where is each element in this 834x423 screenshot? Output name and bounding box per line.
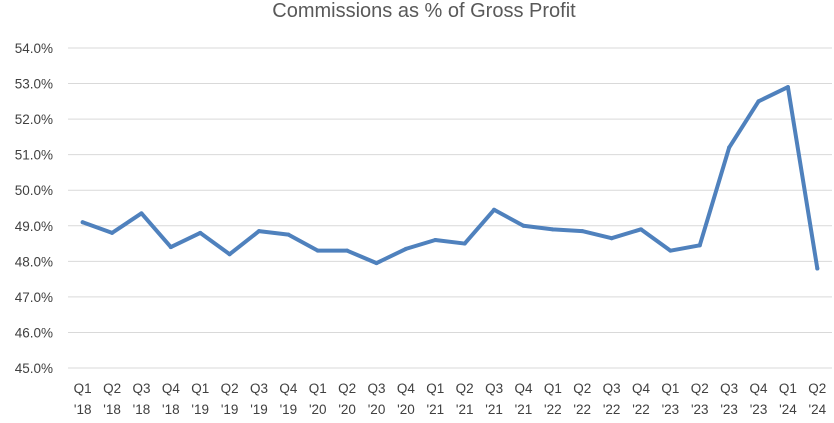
x-tick-label-quarter: Q1 bbox=[74, 381, 92, 396]
data-point bbox=[756, 99, 761, 104]
gridlines bbox=[68, 47, 832, 369]
data-point bbox=[609, 236, 614, 241]
x-axis-tick-labels: Q1 '18 Q2 '18 Q3 '18 Q4 '18 Q1 '19 Q2 '19 Q3 '19 Q4 '19… bbox=[74, 381, 827, 417]
data-point bbox=[403, 246, 408, 251]
x-tick-label-quarter: Q4 bbox=[632, 381, 651, 396]
x-tick-label-quarter: Q4 bbox=[279, 381, 298, 396]
x-tick-label-year: '20 bbox=[397, 402, 415, 417]
x-tick-label-year: '20 bbox=[338, 402, 356, 417]
data-point bbox=[550, 227, 555, 232]
x-tick-label-year: '18 bbox=[162, 402, 180, 417]
x-tick-label-quarter: Q3 bbox=[250, 381, 268, 396]
data-point bbox=[492, 207, 497, 212]
data-point bbox=[198, 230, 203, 235]
x-tick-label-year: '19 bbox=[221, 402, 239, 417]
x-tick-label-year: '22 bbox=[603, 402, 621, 417]
x-tick-label-quarter: Q2 bbox=[221, 381, 239, 396]
data-point bbox=[345, 248, 350, 253]
x-tick-label-year: '21 bbox=[427, 402, 445, 417]
data-point bbox=[110, 230, 115, 235]
data-point bbox=[139, 211, 144, 216]
y-tick-label: 51.0% bbox=[15, 148, 53, 163]
data-point bbox=[521, 223, 526, 228]
chart-title: Commissions as % of Gross Profit bbox=[272, 0, 576, 22]
x-tick-label-quarter: Q1 bbox=[779, 381, 797, 396]
series-layer bbox=[80, 85, 820, 271]
x-tick-label-year: '18 bbox=[103, 402, 121, 417]
x-tick-label-year: '22 bbox=[544, 402, 562, 417]
data-point bbox=[257, 229, 261, 234]
x-tick-label-year: '20 bbox=[368, 402, 386, 417]
data-point bbox=[168, 245, 173, 250]
data-point bbox=[80, 220, 85, 225]
x-tick-label-year: '21 bbox=[515, 402, 533, 417]
x-tick-label-quarter: Q4 bbox=[397, 381, 416, 396]
x-tick-label-year: '21 bbox=[485, 402, 503, 417]
y-tick-label: 45.0% bbox=[15, 361, 53, 376]
x-tick-label-year: '18 bbox=[133, 402, 151, 417]
x-tick-label-quarter: Q3 bbox=[485, 381, 503, 396]
x-tick-label-year: '19 bbox=[280, 402, 298, 417]
x-tick-label-quarter: Q1 bbox=[544, 381, 562, 396]
y-tick-label: 53.0% bbox=[15, 77, 53, 92]
y-tick-label: 49.0% bbox=[15, 219, 53, 234]
x-tick-label-quarter: Q4 bbox=[750, 381, 769, 396]
x-tick-label-quarter: Q2 bbox=[808, 381, 826, 396]
x-tick-label-year: '24 bbox=[809, 402, 827, 417]
data-point bbox=[668, 248, 673, 253]
x-tick-label-quarter: Q1 bbox=[191, 381, 209, 396]
x-tick-label-year: '23 bbox=[720, 402, 738, 417]
x-tick-label-quarter: Q2 bbox=[573, 381, 591, 396]
x-tick-label-year: '23 bbox=[750, 402, 768, 417]
x-tick-label-quarter: Q3 bbox=[132, 381, 150, 396]
data-point bbox=[374, 261, 379, 266]
x-tick-label-year: '22 bbox=[632, 402, 650, 417]
y-tick-label: 52.0% bbox=[15, 112, 53, 127]
x-tick-label-quarter: Q4 bbox=[514, 381, 533, 396]
x-tick-label-year: '23 bbox=[662, 402, 680, 417]
x-tick-label-year: '22 bbox=[573, 402, 591, 417]
data-point bbox=[433, 238, 438, 242]
x-tick-label-year: '20 bbox=[309, 402, 327, 417]
y-tick-label: 54.0% bbox=[15, 41, 53, 56]
series-line bbox=[80, 85, 820, 271]
x-tick-label-quarter: Q4 bbox=[162, 381, 181, 396]
y-tick-label: 50.0% bbox=[15, 183, 53, 198]
x-tick-label-year: '19 bbox=[250, 402, 268, 417]
data-point bbox=[580, 229, 585, 234]
data-point bbox=[785, 85, 790, 90]
y-tick-label: 48.0% bbox=[15, 254, 53, 269]
x-tick-label-quarter: Q2 bbox=[338, 381, 356, 396]
y-axis-tick-labels: 45.0% 46.0% 47.0% 48.0% 49.0% 50.0% 51.0% 52.0%… bbox=[15, 41, 53, 376]
data-point bbox=[286, 232, 291, 237]
x-tick-label-year: '21 bbox=[456, 402, 474, 417]
x-tick-label-quarter: Q1 bbox=[309, 381, 327, 396]
data-point bbox=[639, 227, 643, 232]
data-point bbox=[227, 252, 232, 257]
x-tick-label-quarter: Q1 bbox=[426, 381, 444, 396]
x-tick-label-quarter: Q3 bbox=[603, 381, 621, 396]
data-point bbox=[815, 266, 820, 271]
x-tick-label-quarter: Q3 bbox=[368, 381, 386, 396]
y-tick-label: 46.0% bbox=[15, 325, 53, 340]
x-tick-label-year: '18 bbox=[74, 402, 92, 417]
data-point bbox=[315, 248, 320, 253]
x-tick-label-quarter: Q2 bbox=[103, 381, 121, 396]
x-tick-label-year: '19 bbox=[191, 402, 209, 417]
data-point bbox=[462, 241, 467, 246]
x-tick-label-quarter: Q1 bbox=[661, 381, 679, 396]
x-tick-label-quarter: Q2 bbox=[456, 381, 474, 396]
data-point bbox=[727, 145, 732, 150]
x-tick-label-year: '23 bbox=[691, 402, 709, 417]
x-tick-label-year: '24 bbox=[779, 402, 797, 417]
x-tick-label-quarter: Q2 bbox=[691, 381, 709, 396]
data-point bbox=[697, 243, 702, 248]
x-tick-label-quarter: Q3 bbox=[720, 381, 738, 396]
y-tick-label: 47.0% bbox=[15, 290, 53, 305]
